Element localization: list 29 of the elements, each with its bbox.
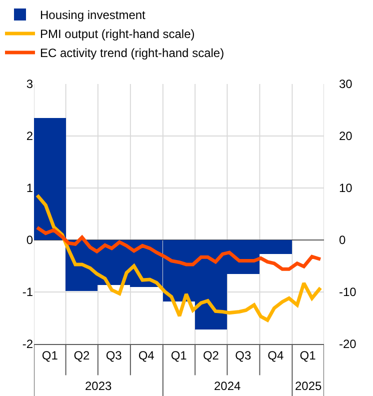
legend-label: Housing investment	[40, 8, 146, 22]
text: 2023	[85, 379, 112, 393]
y-tick-label: 3	[26, 77, 34, 92]
text: 2024	[214, 379, 242, 393]
x-tick-label: Q1	[42, 348, 58, 362]
y-tick-label: 2	[26, 129, 34, 144]
x-tick-label: Q1	[170, 348, 188, 362]
legend-label: EC activity trend (right-hand scale)	[40, 46, 224, 60]
y2-tick-label: -20	[339, 337, 357, 352]
y2-tick-label: 20	[339, 129, 353, 144]
y-tick-label: 0	[26, 233, 34, 248]
x-tick-label: Q4	[138, 348, 155, 362]
x-tick-label: Q3	[106, 348, 122, 362]
x-tick-label: Q2	[74, 348, 90, 362]
legend-label: PMI output (right-hand scale)	[40, 27, 195, 42]
x-tick-label: Q2	[202, 348, 220, 362]
y2-tick-label: 0	[339, 233, 346, 248]
y2-tick-label: 30	[339, 77, 353, 92]
y2-tick-label: -10	[339, 285, 357, 300]
y-tick-label: -1	[22, 285, 34, 300]
y-tick-label: 1	[26, 181, 34, 196]
x-tick-label: Q1	[300, 348, 316, 362]
y-tick-label: -2	[22, 337, 34, 352]
x-tick-label: Q4	[268, 348, 284, 362]
y2-tick-label: 10	[339, 181, 353, 196]
line-series	[35, 194, 322, 322]
text: 2025	[295, 379, 322, 393]
line-series	[35, 226, 322, 271]
x-tick-label: Q3	[235, 348, 252, 362]
